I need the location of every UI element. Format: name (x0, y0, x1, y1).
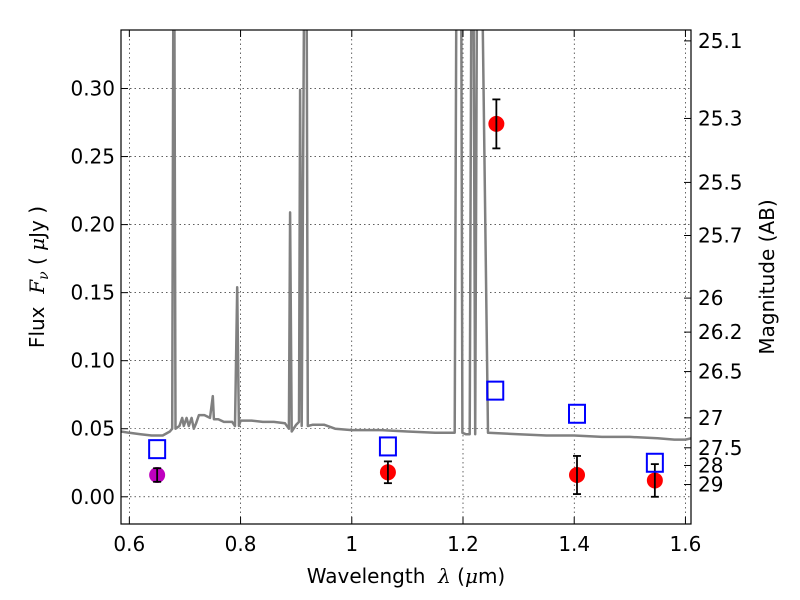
y2-tick-label: 25.7 (698, 223, 743, 247)
y2-tick-label: 26.2 (698, 320, 743, 344)
y-tick-label: 0.20 (70, 213, 115, 237)
y-tick-label: 0.15 (70, 281, 115, 305)
y-tick-label: 0.10 (70, 349, 115, 373)
y2-tick-label: 29 (698, 473, 723, 497)
y2-tick-label: 26.5 (698, 360, 743, 384)
plot-frame (120, 29, 692, 525)
y-tick-label: 0.30 (70, 77, 115, 101)
model-square (486, 380, 505, 401)
x-axis-label: Wavelength λ (μm) (307, 564, 506, 588)
model-square (645, 452, 664, 473)
y2-tick-label: 26 (698, 286, 723, 310)
y2-tick-label: 27.5 (698, 436, 743, 460)
x-tick-label: 1.2 (447, 532, 479, 556)
y-axis-label: Flux Fν ( μJy ) (25, 206, 52, 348)
spectrum-line (121, 30, 691, 441)
x-tick-label: 0.6 (113, 532, 145, 556)
y2-tick-label: 25.5 (698, 170, 743, 194)
y2-tick-label: 25.3 (698, 106, 743, 130)
x-tick-label: 1.4 (558, 532, 590, 556)
y-tick-label: 0.05 (70, 417, 115, 441)
grid-lines (121, 30, 691, 524)
model-square (378, 436, 397, 457)
data-markers (148, 98, 664, 498)
plot-background (121, 30, 691, 524)
y2-axis-label: Magnitude (AB) (755, 199, 779, 354)
model-square (148, 439, 167, 460)
x-tick-label: 1.6 (670, 532, 702, 556)
x-tick-label: 0.8 (225, 532, 257, 556)
y2-tick-label: 28 (698, 453, 723, 477)
y-tick-label: 0.00 (70, 485, 115, 509)
model-square (568, 403, 586, 424)
y-tick-label: 0.25 (70, 145, 115, 169)
y2-tick-label: 27 (698, 406, 723, 430)
x-tick-label: 1 (345, 532, 358, 556)
y2-tick-label: 25.1 (698, 29, 743, 53)
tick-labels: 0.6 0.8 1 1.2 1.4 1.6 0.00 0.05 0.10 0.15 0.20 0.25… (70, 29, 742, 556)
axis-ticks (121, 30, 691, 524)
